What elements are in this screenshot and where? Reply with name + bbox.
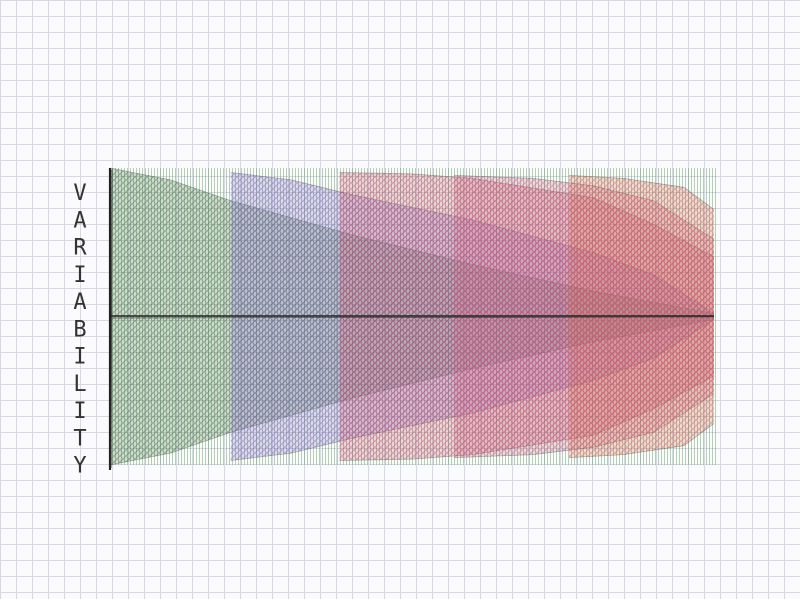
- y-axis-label-letter: I: [73, 399, 86, 424]
- y-axis-label-letter: I: [73, 263, 86, 288]
- y-axis-label-letter: B: [73, 317, 86, 342]
- zero-baseline-sketch: [109, 316, 715, 319]
- y-axis-label-letter: A: [73, 208, 86, 233]
- y-axis-label-letter: L: [73, 372, 86, 397]
- y-axis-label-letter: V: [73, 181, 86, 206]
- y-axis-label-letter: T: [73, 427, 86, 452]
- y-axis-label-letter: I: [73, 345, 86, 370]
- series-5-upper-edge: [568, 175, 715, 210]
- series-5-lower-edge: [568, 423, 715, 458]
- y-axis-label-letter: A: [73, 290, 86, 315]
- y-axis-line-sketch: [110, 169, 113, 469]
- y-axis-label-letter: R: [73, 236, 87, 261]
- axes: [108, 168, 715, 470]
- y-axis-label-letter: Y: [73, 454, 86, 479]
